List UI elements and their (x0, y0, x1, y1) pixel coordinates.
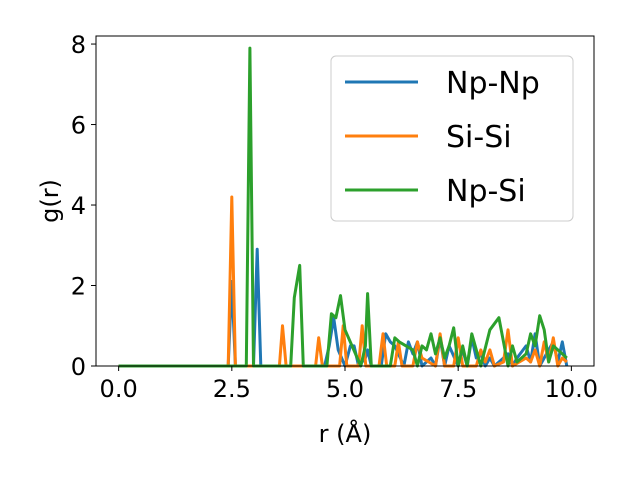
legend-label-np-si: Np-Si (446, 174, 526, 209)
series-line-si-si (118, 195, 568, 368)
legend-frame (330, 55, 574, 222)
x-tick-label: 10.0 (545, 375, 598, 403)
x-axis-label: r (Å) (319, 419, 372, 448)
x-tick-label: 5.0 (326, 375, 364, 403)
x-tick-label: 7.5 (439, 375, 477, 403)
series-line-np-si (118, 46, 568, 368)
y-tick-label: 8 (71, 31, 86, 59)
x-axis-ticks: 0.0 2.5 5.0 7.5 10.0 (100, 366, 598, 403)
y-tick-label: 4 (71, 192, 86, 220)
x-tick-label: 0.0 (100, 375, 138, 403)
y-tick-label: 6 (71, 112, 86, 140)
legend: Np-Np Si-Si Np-Si (330, 55, 574, 222)
legend-label-np-np: Np-Np (446, 66, 540, 101)
plot-lines (118, 46, 569, 368)
legend-label-si-si: Si-Si (446, 120, 512, 155)
y-axis-ticks: 0 2 4 6 8 (71, 31, 96, 381)
y-tick-label: 2 (71, 273, 86, 301)
y-tick-label: 0 (71, 353, 86, 381)
x-tick-label: 2.5 (213, 375, 251, 403)
y-axis-label: g(r) (36, 179, 64, 223)
